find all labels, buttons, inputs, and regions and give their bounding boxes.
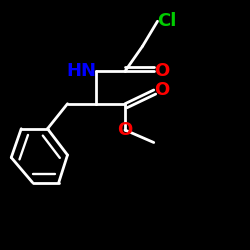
Text: O: O: [118, 121, 132, 139]
Text: HN: HN: [66, 62, 96, 80]
Text: O: O: [154, 62, 169, 80]
Text: O: O: [154, 81, 169, 99]
Text: Cl: Cl: [158, 12, 177, 30]
